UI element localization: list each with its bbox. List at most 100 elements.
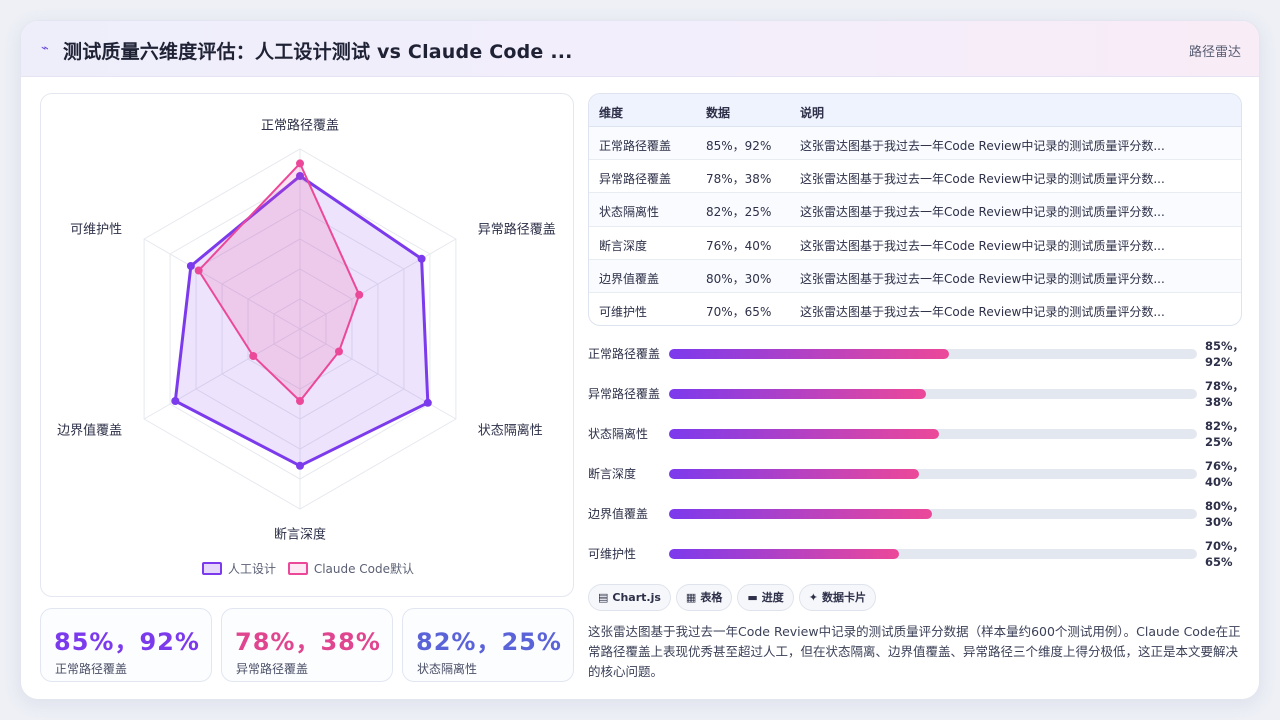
- table-row[interactable]: 异常路径覆盖 78%，38% 这张雷达图基于我过去一年Code Review中记录的…: [589, 160, 1241, 194]
- radar-point: [249, 352, 258, 360]
- progress-row: 断言深度 76%，40%: [588, 459, 1248, 499]
- progress-track: [669, 389, 1197, 399]
- chart-legend: 人工设计 Claude Code默认: [41, 560, 575, 578]
- progress-row: 可维护性 70%，65%: [588, 539, 1248, 579]
- radar-axis-label: 断言深度: [274, 527, 326, 543]
- data-table: 维度 数据 说明 正常路径覆盖 85%，92% 这张雷达图基于我过去一年Code R…: [588, 93, 1242, 326]
- card-icon: ✦: [808, 591, 818, 604]
- progress-fill: [669, 549, 900, 559]
- progress-fill: [669, 469, 919, 479]
- table-cell-note: 这张雷达图基于我过去一年Code Review中记录的测试质量评分数...: [800, 139, 1165, 153]
- page-title: 测试质量六维度评估：人工设计测试 vs Claude Code ...: [63, 41, 573, 63]
- column-header-note[interactable]: 说明: [800, 106, 825, 120]
- legend-item-human[interactable]: 人工设计: [201, 560, 276, 577]
- radar-axis-label: 正常路径覆盖: [261, 117, 339, 133]
- progress-value: 70%，65%: [1205, 539, 1245, 569]
- radar-point: [355, 290, 364, 299]
- progress-icon: ▬: [747, 591, 758, 604]
- chip-chart[interactable]: ▤ Chart.js: [588, 584, 671, 611]
- radar-spoke: [299, 238, 457, 330]
- legend-label-human: 人工设计: [227, 562, 276, 576]
- progress-row: 状态隔离性 82%，25%: [588, 419, 1248, 459]
- radar-axis-label: 异常路径覆盖: [478, 222, 556, 238]
- progress-row: 正常路径覆盖 85%，92%: [588, 339, 1248, 379]
- table-cell-data: 82%，25%: [706, 205, 772, 220]
- radar-point: [423, 398, 432, 407]
- table-row[interactable]: 边界值覆盖 80%，30% 这张雷达图基于我过去一年Code Review中记录的测…: [589, 259, 1241, 293]
- table-cell-dim: 可维护性: [599, 304, 648, 319]
- progress-fill: [669, 509, 932, 519]
- progress-row: 边界值覆盖 80%，30%: [588, 499, 1248, 539]
- column-header-dimension[interactable]: 维度: [599, 106, 624, 120]
- stat-card-normal-path: 85%，92% 正常路径覆盖: [40, 608, 212, 682]
- progress-track: [669, 509, 1197, 519]
- tech-chips: ▤ Chart.js ▦ 表格 ▬ 进度 ✦ 数据卡片: [588, 584, 881, 612]
- table-cell-data: 78%，38%: [706, 172, 772, 187]
- radar-spoke: [143, 238, 301, 330]
- table-row[interactable]: 断言深度 76%，40% 这张雷达图基于我过去一年Code Review中记录的测试…: [589, 227, 1241, 260]
- table-cell-dim: 异常路径覆盖: [599, 172, 672, 187]
- chip-label: 数据卡片: [821, 591, 866, 604]
- radar-axis-label: 可维护性: [70, 223, 122, 238]
- chip-progress[interactable]: ▬ 进度: [737, 584, 794, 611]
- progress-track: [669, 429, 1197, 439]
- radar-point: [296, 172, 304, 180]
- table-row[interactable]: 正常路径覆盖 85%，92% 这张雷达图基于我过去一年Code Review中记录的…: [589, 127, 1241, 161]
- radar-axis-label: 状态隔离性: [478, 422, 543, 438]
- progress-fill: [669, 429, 939, 439]
- stat-value: 82%，25%: [416, 628, 562, 656]
- legend-item-claude[interactable]: Claude Code默认: [287, 560, 415, 577]
- table-cell-note: 这张雷达图基于我过去一年Code Review中记录的测试质量评分数...: [800, 238, 1165, 253]
- table-cell-dim: 断言深度: [599, 238, 648, 253]
- legend-swatch-claude: [287, 562, 308, 575]
- radar-point: [334, 347, 343, 356]
- chip-table[interactable]: ▦ 表格: [675, 584, 733, 611]
- table-row[interactable]: 状态隔离性 82%，25% 这张雷达图基于我过去一年Code Review中记录的测…: [589, 193, 1241, 227]
- radar-point: [417, 254, 426, 263]
- table-row[interactable]: 可维护性 70%，65% 这张雷达图基于我过去一年Code Review中记录的测试…: [589, 293, 1241, 325]
- radar-point: [194, 266, 203, 275]
- radar-chart-panel: 正常路径覆盖 异常路径覆盖 状态隔离性 断言深度 边界值覆盖 可维护性 人工设计 Clau…: [40, 93, 574, 597]
- table-cell-data: 80%，30%: [706, 271, 772, 286]
- progress-label: 边界值覆盖: [588, 507, 649, 521]
- radar-point: [296, 461, 304, 470]
- radar-point: [296, 397, 304, 405]
- progress-row: 异常路径覆盖 78%，38%: [588, 379, 1248, 419]
- stat-card-state-isolation: 82%，25% 状态隔离性: [402, 608, 574, 682]
- progress-track: [669, 469, 1197, 479]
- table-cell-data: 70%，65%: [706, 304, 772, 319]
- progress-fill: [669, 389, 926, 399]
- radar-point: [186, 262, 195, 270]
- sparkle-icon: ⌁: [41, 41, 49, 56]
- progress-label: 断言深度: [588, 467, 637, 481]
- stat-value: 85%，92%: [54, 628, 200, 656]
- main-card: ⌁ 测试质量六维度评估：人工设计测试 vs Claude Code ... 路径…: [20, 20, 1260, 700]
- chip-label: Chart.js: [612, 591, 661, 604]
- chip-card[interactable]: ✦ 数据卡片: [798, 584, 876, 611]
- progress-label: 可维护性: [588, 547, 637, 561]
- progress-value: 82%，25%: [1205, 419, 1245, 449]
- progress-value: 85%，92%: [1205, 339, 1245, 369]
- column-header-data[interactable]: 数据: [706, 106, 731, 120]
- stat-label: 正常路径覆盖: [55, 662, 128, 676]
- table-cell-dim: 正常路径覆盖: [599, 139, 672, 153]
- radar-point: [171, 397, 180, 405]
- table-cell-note: 这张雷达图基于我过去一年Code Review中记录的测试质量评分数...: [800, 205, 1165, 220]
- progress-bars: 正常路径覆盖 85%，92% 异常路径覆盖 78%，38% 状态隔离性 82%，25% 断言…: [588, 339, 1248, 579]
- table-cell-data: 85%，92%: [706, 139, 772, 153]
- progress-label: 正常路径覆盖: [588, 347, 661, 361]
- progress-value: 78%，38%: [1205, 379, 1245, 409]
- table-cell-note: 这张雷达图基于我过去一年Code Review中记录的测试质量评分数...: [800, 172, 1165, 187]
- table-cell-data: 76%，40%: [706, 238, 772, 253]
- progress-value: 76%，40%: [1205, 459, 1245, 489]
- view-tag[interactable]: 路径雷达: [1188, 45, 1241, 60]
- radar-point: [296, 159, 304, 168]
- table-cell-dim: 状态隔离性: [599, 205, 660, 220]
- progress-track: [669, 549, 1197, 559]
- chip-label: 进度: [761, 591, 784, 604]
- chart-icon: ▤: [598, 591, 609, 604]
- stat-label: 异常路径覆盖: [236, 662, 309, 676]
- legend-label-claude: Claude Code默认: [313, 562, 415, 576]
- table-icon: ▦: [685, 591, 697, 604]
